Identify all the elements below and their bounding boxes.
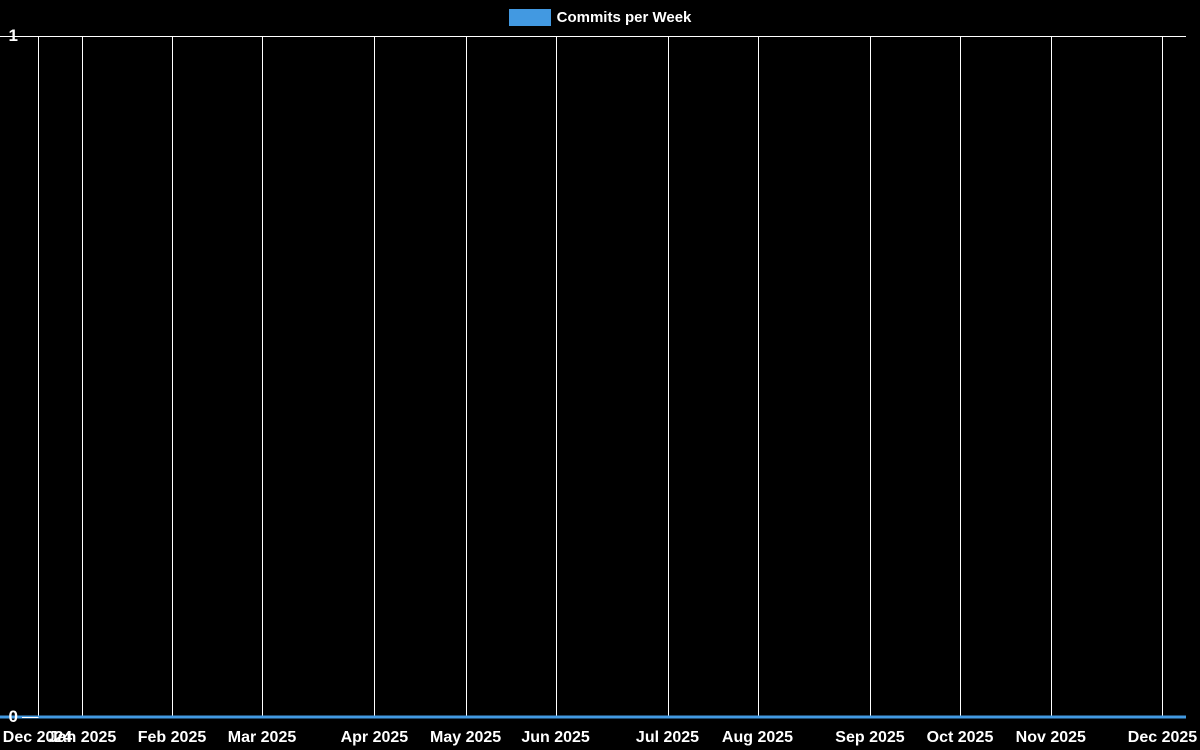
svg-text:1: 1	[9, 26, 18, 45]
svg-text:Aug 2025: Aug 2025	[722, 729, 793, 746]
svg-text:May 2025: May 2025	[430, 729, 501, 746]
svg-text:Jul 2025: Jul 2025	[636, 729, 699, 746]
svg-text:Apr 2025: Apr 2025	[341, 729, 409, 746]
svg-text:Mar 2025: Mar 2025	[228, 729, 297, 746]
svg-text:0: 0	[9, 707, 18, 726]
svg-text:Dec 2025: Dec 2025	[1128, 729, 1197, 746]
svg-text:Jun 2025: Jun 2025	[521, 729, 590, 746]
svg-text:Jan 2025: Jan 2025	[49, 729, 117, 746]
svg-text:Nov 2025: Nov 2025	[1016, 729, 1086, 746]
svg-text:Feb 2025: Feb 2025	[138, 729, 207, 746]
svg-text:Oct 2025: Oct 2025	[927, 729, 994, 746]
svg-text:Sep 2025: Sep 2025	[835, 729, 904, 746]
